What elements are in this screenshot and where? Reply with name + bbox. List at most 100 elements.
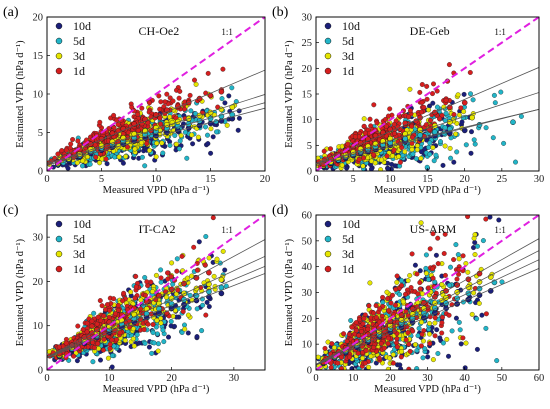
- cloud-point: [433, 252, 439, 258]
- cloud-point: [208, 150, 214, 156]
- cloud-point: [456, 112, 462, 118]
- cloud-point: [472, 141, 478, 147]
- cloud-point: [398, 354, 404, 360]
- cloud-point: [172, 133, 178, 138]
- cloud-point: [432, 320, 438, 326]
- site-label: DE-Geb: [410, 24, 450, 38]
- cloud-point: [405, 278, 411, 284]
- cloud-point: [409, 123, 415, 129]
- cloud-point: [361, 155, 367, 161]
- x-tick-label: 30: [534, 174, 545, 185]
- cloud-point: [428, 118, 433, 123]
- cloud-point: [194, 306, 200, 312]
- cloud-point: [177, 138, 183, 144]
- regression-lines: [47, 239, 265, 359]
- x-tick-label: 30: [422, 373, 433, 384]
- cloud-point: [417, 286, 423, 292]
- cloud-point: [236, 115, 242, 121]
- one-to-one-line: [47, 215, 265, 370]
- x-tick-label: 0: [44, 373, 49, 384]
- cloud-point: [419, 319, 424, 325]
- cloud-point: [194, 334, 200, 340]
- cloud-point: [145, 321, 151, 327]
- x-tick-label: 5: [351, 174, 356, 185]
- cloud-point: [120, 160, 126, 166]
- cloud-point: [161, 339, 167, 345]
- cloud-point: [426, 107, 431, 113]
- cloud-point: [483, 325, 489, 331]
- cloud-point: [443, 97, 449, 103]
- cloud-point: [96, 346, 102, 352]
- cloud-point: [359, 329, 364, 334]
- cloud-point: [321, 148, 327, 154]
- cloud-point: [440, 314, 445, 320]
- one-to-one-label: 1:1: [494, 225, 506, 235]
- cloud-point: [456, 256, 462, 262]
- cloud-point: [153, 324, 159, 330]
- cloud-point: [115, 122, 121, 127]
- cloud-point: [483, 216, 489, 222]
- cloud-point: [439, 330, 445, 336]
- legend-label-1d: 1d: [342, 262, 354, 276]
- x-tick-label: 50: [497, 373, 508, 384]
- cloud-point: [397, 159, 403, 165]
- cloud-point: [398, 366, 404, 370]
- cloud-point: [162, 99, 168, 105]
- legend-marker-1d: [324, 67, 332, 75]
- cloud-point: [356, 317, 362, 323]
- cloud-point: [468, 91, 473, 97]
- cloud-point: [361, 116, 367, 122]
- cloud-point: [491, 92, 497, 98]
- data-point-3d: [218, 276, 225, 283]
- legend-label-5d: 5d: [342, 232, 354, 246]
- x-tick-label: 20: [260, 174, 271, 185]
- cloud-point: [111, 296, 117, 302]
- cloud-point: [427, 246, 433, 252]
- cloud-point: [153, 154, 159, 160]
- cloud-point: [132, 295, 138, 301]
- cloud-point: [430, 357, 436, 363]
- regression-line-10d: [316, 268, 539, 366]
- cloud-point: [149, 350, 155, 356]
- cloud-point: [349, 324, 355, 330]
- cloud-point: [353, 320, 359, 326]
- cloud-point: [407, 86, 413, 92]
- cloud-point: [161, 104, 167, 110]
- cloud-point: [199, 328, 205, 334]
- cloud-point: [109, 337, 115, 343]
- cloud-point: [407, 108, 413, 114]
- cloud-point: [430, 100, 436, 106]
- panel-label: (c): [3, 203, 19, 218]
- cloud-point: [417, 89, 423, 95]
- y-axis-label: Estimated VPD (hPa d⁻¹): [284, 238, 295, 346]
- cloud-point: [157, 106, 163, 112]
- x-tick-label: 0: [313, 373, 318, 384]
- cloud-point: [425, 285, 431, 291]
- cloud-point: [142, 275, 148, 280]
- cloud-point: [394, 336, 400, 342]
- cloud-point: [195, 134, 201, 140]
- data-point-5d: [510, 119, 516, 126]
- cloud-point: [394, 340, 399, 346]
- cloud-point: [423, 265, 429, 271]
- cloud-point: [141, 327, 147, 333]
- cloud-point: [472, 232, 478, 238]
- cloud-point: [115, 302, 121, 308]
- cloud-point: [435, 235, 441, 241]
- cloud-point: [447, 145, 453, 151]
- y-tick-label: 5: [38, 128, 43, 139]
- cloud-point: [378, 167, 384, 171]
- one-to-one-line: [316, 17, 539, 171]
- cloud-point: [475, 243, 480, 249]
- cloud-point: [366, 364, 372, 370]
- cloud-point: [424, 96, 430, 102]
- cloud-point: [406, 366, 412, 370]
- cloud-point: [399, 283, 405, 288]
- cloud-point: [451, 112, 457, 117]
- cloud-point: [465, 215, 471, 220]
- cloud-point: [385, 113, 391, 119]
- cloud-point: [91, 345, 97, 351]
- cloud-point: [347, 354, 352, 360]
- cloud-point: [432, 315, 438, 321]
